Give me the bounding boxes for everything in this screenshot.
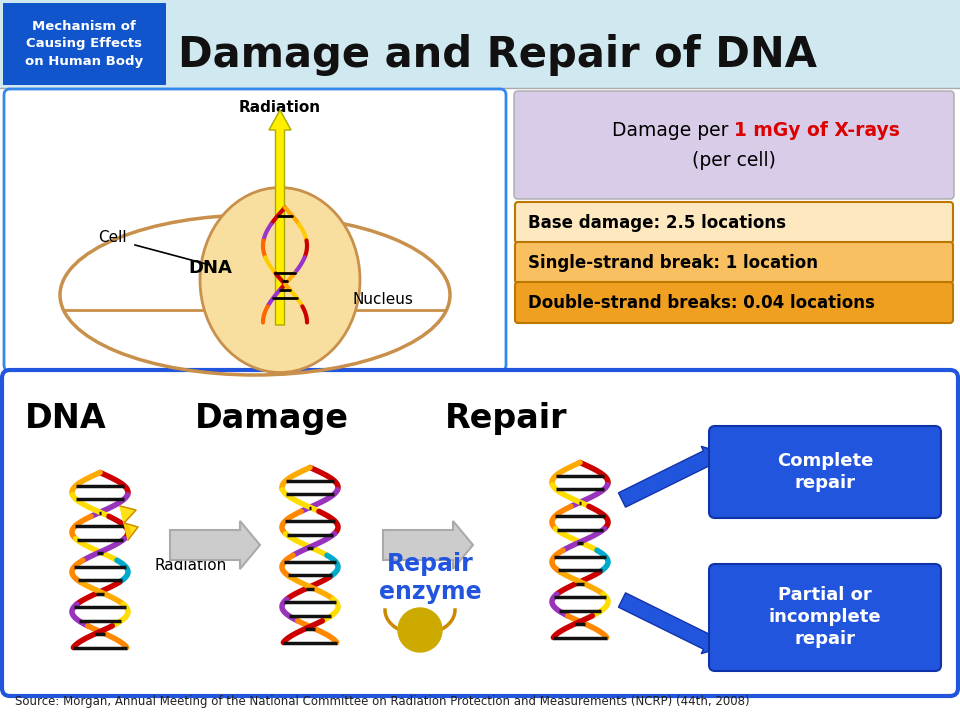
Circle shape	[398, 608, 442, 652]
Text: Repair
enzyme: Repair enzyme	[378, 552, 481, 604]
FancyBboxPatch shape	[3, 3, 166, 85]
FancyArrow shape	[170, 521, 260, 569]
Text: DNA: DNA	[188, 259, 232, 277]
FancyBboxPatch shape	[709, 426, 941, 518]
FancyBboxPatch shape	[515, 242, 953, 283]
Text: Partial or
incomplete
repair: Partial or incomplete repair	[769, 586, 881, 648]
Text: Damage: Damage	[195, 402, 349, 435]
Ellipse shape	[200, 187, 360, 372]
Text: Radiation: Radiation	[239, 101, 321, 115]
FancyArrow shape	[618, 593, 720, 654]
FancyBboxPatch shape	[2, 370, 958, 696]
Text: Cell: Cell	[98, 230, 127, 246]
Text: DNA: DNA	[25, 402, 107, 435]
Text: Single-strand break: 1 location: Single-strand break: 1 location	[528, 253, 818, 271]
Text: 1 mGy of X-rays: 1 mGy of X-rays	[734, 120, 900, 140]
Text: Damage and Repair of DNA: Damage and Repair of DNA	[178, 34, 817, 76]
FancyArrow shape	[618, 446, 720, 507]
FancyArrow shape	[383, 521, 473, 569]
Text: Mechanism of
Causing Effects
on Human Body: Mechanism of Causing Effects on Human Bo…	[25, 19, 143, 68]
Text: Radiation: Radiation	[155, 557, 228, 572]
Text: Source: Morgan, Annual Meeting of the National Committee on Radiation Protection: Source: Morgan, Annual Meeting of the Na…	[15, 695, 750, 708]
FancyBboxPatch shape	[515, 282, 953, 323]
FancyBboxPatch shape	[0, 0, 960, 88]
Polygon shape	[120, 506, 138, 540]
Text: (per cell): (per cell)	[692, 150, 776, 169]
FancyBboxPatch shape	[515, 202, 953, 243]
Text: Repair: Repair	[445, 402, 567, 435]
Text: Complete
repair: Complete repair	[777, 452, 874, 492]
FancyBboxPatch shape	[709, 564, 941, 671]
Text: Damage per: Damage per	[612, 120, 734, 140]
FancyBboxPatch shape	[514, 91, 954, 199]
Text: Nucleus: Nucleus	[352, 292, 413, 307]
FancyBboxPatch shape	[4, 89, 506, 371]
Text: Double-strand breaks: 0.04 locations: Double-strand breaks: 0.04 locations	[528, 294, 875, 312]
Text: Base damage: 2.5 locations: Base damage: 2.5 locations	[528, 214, 786, 232]
FancyArrow shape	[269, 110, 291, 325]
